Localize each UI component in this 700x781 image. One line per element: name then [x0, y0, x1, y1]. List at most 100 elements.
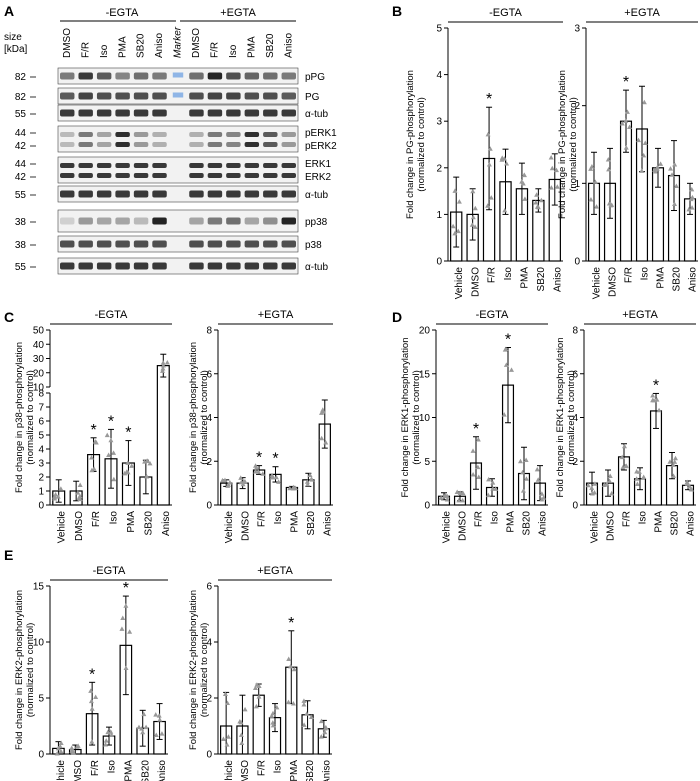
data-point	[318, 410, 324, 415]
data-point	[124, 469, 130, 474]
blot-band	[226, 262, 241, 270]
blot-band	[152, 173, 167, 178]
data-point	[521, 172, 527, 178]
blot-band	[207, 240, 223, 248]
blot-band	[207, 217, 223, 225]
data-point	[687, 483, 693, 489]
blot-band	[226, 190, 241, 198]
blot-lane-label: PMA	[246, 36, 257, 58]
significance-star: *	[653, 377, 659, 394]
blot-size-tick: 38	[15, 240, 27, 251]
x-tick-label: PMA	[654, 511, 665, 533]
data-point	[470, 188, 476, 194]
data-point	[548, 185, 554, 190]
blot-band	[115, 109, 130, 117]
data-point	[238, 479, 244, 485]
y-tick-label: 10	[33, 383, 45, 394]
x-tick-label: F/R	[624, 267, 635, 283]
blot-band	[281, 72, 296, 80]
data-point	[164, 359, 170, 365]
data-point	[253, 465, 259, 470]
y-tick-label: 2	[206, 694, 212, 705]
data-point	[323, 439, 329, 445]
x-tick-label: F/R	[622, 511, 633, 527]
blot-band	[244, 92, 260, 100]
y-tick-label: 6	[572, 369, 578, 380]
data-point	[252, 685, 258, 690]
blot-band	[281, 190, 296, 198]
blot-band	[60, 72, 75, 80]
y-tick-label: 8	[572, 326, 578, 337]
blot-band	[189, 132, 204, 137]
blot-band	[189, 217, 204, 225]
blot-band	[60, 262, 75, 270]
blot-band	[152, 72, 167, 80]
data-point	[290, 486, 296, 491]
blot-band	[226, 72, 241, 80]
y-tick-label: 1	[574, 179, 580, 190]
blot-band	[152, 163, 167, 168]
blot-band	[133, 240, 149, 248]
bar	[156, 365, 170, 506]
data-point	[76, 495, 82, 501]
data-point	[457, 490, 463, 495]
data-point	[619, 454, 625, 460]
blot-band	[96, 190, 112, 198]
blot-lane-label: SB20	[136, 33, 147, 58]
blot-size-tick: 55	[15, 190, 27, 201]
data-point	[438, 495, 444, 500]
data-point	[111, 450, 117, 455]
blot-band	[133, 217, 149, 225]
blot-lane-label: Marker	[173, 26, 184, 58]
data-point	[650, 397, 656, 403]
blot-band	[281, 240, 296, 248]
blot-band	[263, 217, 278, 225]
data-point	[139, 726, 145, 731]
blot-protein-label: pERK2	[305, 141, 337, 152]
blot-lane-label: SB20	[265, 33, 276, 58]
blot-band	[189, 240, 204, 248]
blot-band	[189, 142, 204, 147]
data-point	[485, 203, 491, 208]
data-point	[502, 207, 508, 213]
blot-lane-label: Aniso	[283, 33, 294, 58]
data-point	[225, 700, 231, 705]
y-tick-label: 4	[38, 445, 44, 456]
data-point	[225, 734, 231, 739]
y-tick-label: 8	[206, 326, 212, 337]
blot-band	[226, 142, 241, 147]
data-point	[642, 140, 648, 146]
data-point	[470, 448, 476, 453]
data-point	[288, 663, 294, 669]
x-tick-label: DMSO	[74, 511, 85, 541]
data-point	[668, 166, 674, 171]
data-point	[452, 230, 458, 236]
blot-protein-label: pp38	[305, 217, 328, 228]
blot-band	[60, 92, 75, 100]
blot-band	[115, 72, 130, 80]
y-axis-label: Fold change in p38-phosphorylation	[188, 342, 199, 493]
blot-band	[263, 190, 278, 198]
data-point	[75, 490, 81, 495]
chart-title: -EGTA	[476, 309, 509, 321]
data-point	[522, 196, 528, 201]
data-point	[160, 365, 166, 371]
blot-band	[78, 173, 93, 178]
blot-lane-label: PMA	[117, 36, 128, 58]
data-point	[69, 745, 75, 751]
blot-band	[115, 217, 130, 225]
data-point	[689, 186, 695, 192]
significance-star: *	[108, 413, 114, 430]
x-tick-label: PMA	[126, 511, 137, 533]
blot-lane-label: Iso	[228, 44, 239, 58]
y-tick-label: 0	[206, 750, 212, 761]
x-tick-label: PMA	[506, 511, 517, 533]
blot-band	[244, 190, 260, 198]
blot-lane-label: Iso	[99, 44, 110, 58]
data-point	[604, 481, 610, 486]
blot-band	[78, 132, 93, 137]
x-tick-label: DMSO	[606, 511, 617, 541]
y-tick-label: 10	[33, 638, 45, 649]
data-point	[276, 479, 282, 484]
